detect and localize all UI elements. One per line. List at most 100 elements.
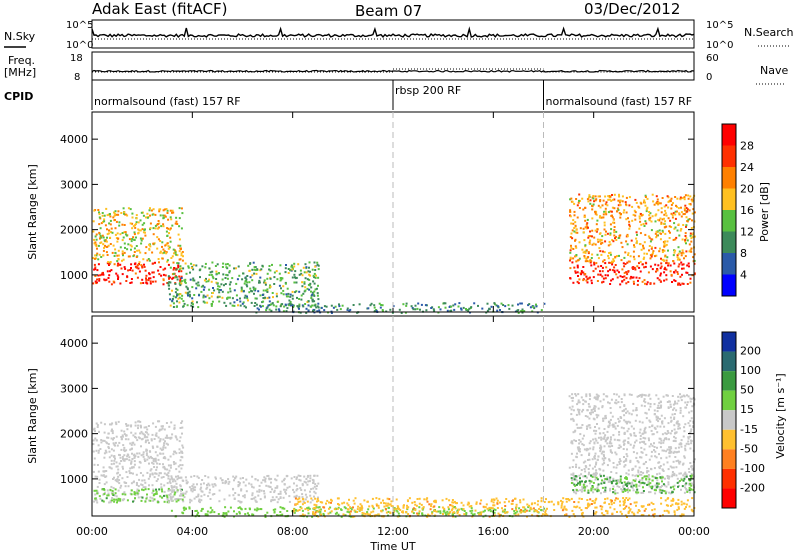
echo-cell bbox=[190, 489, 193, 492]
echo-cell bbox=[254, 499, 257, 502]
echo-cell bbox=[134, 272, 137, 275]
echo-cell bbox=[264, 479, 266, 482]
echo-cell bbox=[138, 229, 141, 232]
echo-cell bbox=[628, 223, 631, 226]
echo-cell bbox=[602, 213, 605, 216]
echo-cell bbox=[112, 216, 115, 219]
echo-cell bbox=[686, 489, 689, 492]
echo-cell bbox=[618, 458, 621, 461]
freq-right-tick-bottom: 0 bbox=[706, 72, 712, 83]
echo-cell bbox=[225, 266, 228, 269]
echo-cell bbox=[587, 236, 590, 239]
echo-cell bbox=[238, 274, 241, 277]
echo-cell bbox=[572, 482, 575, 485]
echo-cell bbox=[144, 488, 147, 491]
echo-cell bbox=[432, 308, 435, 311]
echo-cell bbox=[182, 305, 185, 308]
echo-cell bbox=[568, 499, 571, 502]
echo-cell bbox=[116, 264, 119, 267]
echo-cell bbox=[221, 278, 224, 281]
echo-cell bbox=[255, 297, 258, 300]
echo-cell bbox=[315, 504, 318, 507]
echo-cell bbox=[238, 483, 241, 486]
echo-cell bbox=[612, 218, 615, 221]
echo-cell bbox=[511, 304, 514, 307]
echo-cell bbox=[635, 414, 638, 417]
echo-cell bbox=[624, 464, 627, 467]
echo-cell bbox=[573, 439, 576, 442]
velocity-ylabel: Slant Range [km] bbox=[26, 368, 39, 464]
echo-cell bbox=[113, 219, 116, 221]
echo-cell bbox=[609, 233, 612, 236]
echo-cell bbox=[609, 253, 612, 256]
echo-cell bbox=[671, 466, 674, 469]
echo-cell bbox=[575, 228, 578, 231]
echo-cell bbox=[152, 262, 155, 265]
echo-cell bbox=[570, 497, 573, 500]
echo-cell bbox=[289, 295, 292, 298]
echo-cell bbox=[255, 303, 258, 306]
echo-cell bbox=[291, 266, 294, 269]
echo-cell bbox=[228, 296, 231, 299]
echo-cell bbox=[378, 497, 381, 500]
echo-cell bbox=[389, 308, 392, 311]
echo-cell bbox=[367, 508, 370, 511]
echo-cell bbox=[349, 506, 352, 509]
echo-cell bbox=[372, 510, 375, 513]
echo-cell bbox=[581, 486, 584, 489]
echo-cell bbox=[187, 265, 190, 268]
echo-cell bbox=[299, 475, 302, 477]
echo-cell bbox=[317, 496, 319, 499]
echo-cell bbox=[269, 269, 272, 272]
echo-cell bbox=[587, 491, 590, 494]
echo-cell bbox=[158, 420, 161, 423]
echo-cell bbox=[676, 422, 679, 425]
echo-cell bbox=[627, 510, 630, 513]
echo-cell bbox=[670, 273, 673, 276]
echo-cell bbox=[121, 493, 124, 496]
echo-cell bbox=[164, 215, 167, 218]
echo-cell bbox=[571, 466, 574, 468]
echo-cell bbox=[418, 497, 421, 500]
echo-cell bbox=[452, 304, 455, 307]
echo-cell bbox=[296, 476, 298, 479]
echo-cell bbox=[670, 226, 673, 228]
echo-cell bbox=[617, 204, 620, 207]
echo-cell bbox=[583, 256, 586, 259]
echo-cell bbox=[95, 245, 98, 248]
echo-cell bbox=[623, 414, 626, 417]
echo-cell bbox=[659, 272, 662, 275]
echo-cell bbox=[643, 394, 646, 397]
echo-cell bbox=[601, 250, 604, 253]
echo-cell bbox=[254, 496, 257, 499]
echo-cell bbox=[565, 500, 568, 503]
echo-cell bbox=[601, 275, 604, 278]
echo-cell bbox=[627, 420, 630, 423]
echo-cell bbox=[615, 239, 618, 241]
echo-cell bbox=[625, 458, 628, 461]
echo-cell bbox=[664, 220, 667, 223]
echo-cell bbox=[129, 282, 132, 284]
echo-cell bbox=[152, 208, 155, 211]
echo-cell bbox=[622, 504, 625, 506]
echo-cell bbox=[691, 497, 694, 500]
echo-cell bbox=[361, 507, 364, 509]
echo-cell bbox=[178, 448, 181, 451]
echo-cell bbox=[136, 439, 139, 442]
echo-cell bbox=[226, 277, 229, 280]
echo-cell bbox=[613, 269, 616, 272]
echo-cell bbox=[623, 275, 626, 278]
echo-cell bbox=[503, 501, 506, 504]
echo-cell bbox=[618, 271, 620, 274]
echo-cell bbox=[262, 300, 265, 303]
echo-cell bbox=[588, 393, 591, 396]
echo-cell bbox=[665, 450, 668, 453]
echo-cell bbox=[623, 502, 626, 505]
freq-left-label-1: Freq. bbox=[8, 54, 35, 67]
echo-cell bbox=[173, 478, 176, 481]
echo-cell bbox=[360, 504, 363, 507]
echo-cell bbox=[263, 495, 266, 498]
echo-cell bbox=[149, 277, 152, 280]
echo-cell bbox=[316, 294, 319, 297]
echo-cell bbox=[575, 489, 578, 491]
